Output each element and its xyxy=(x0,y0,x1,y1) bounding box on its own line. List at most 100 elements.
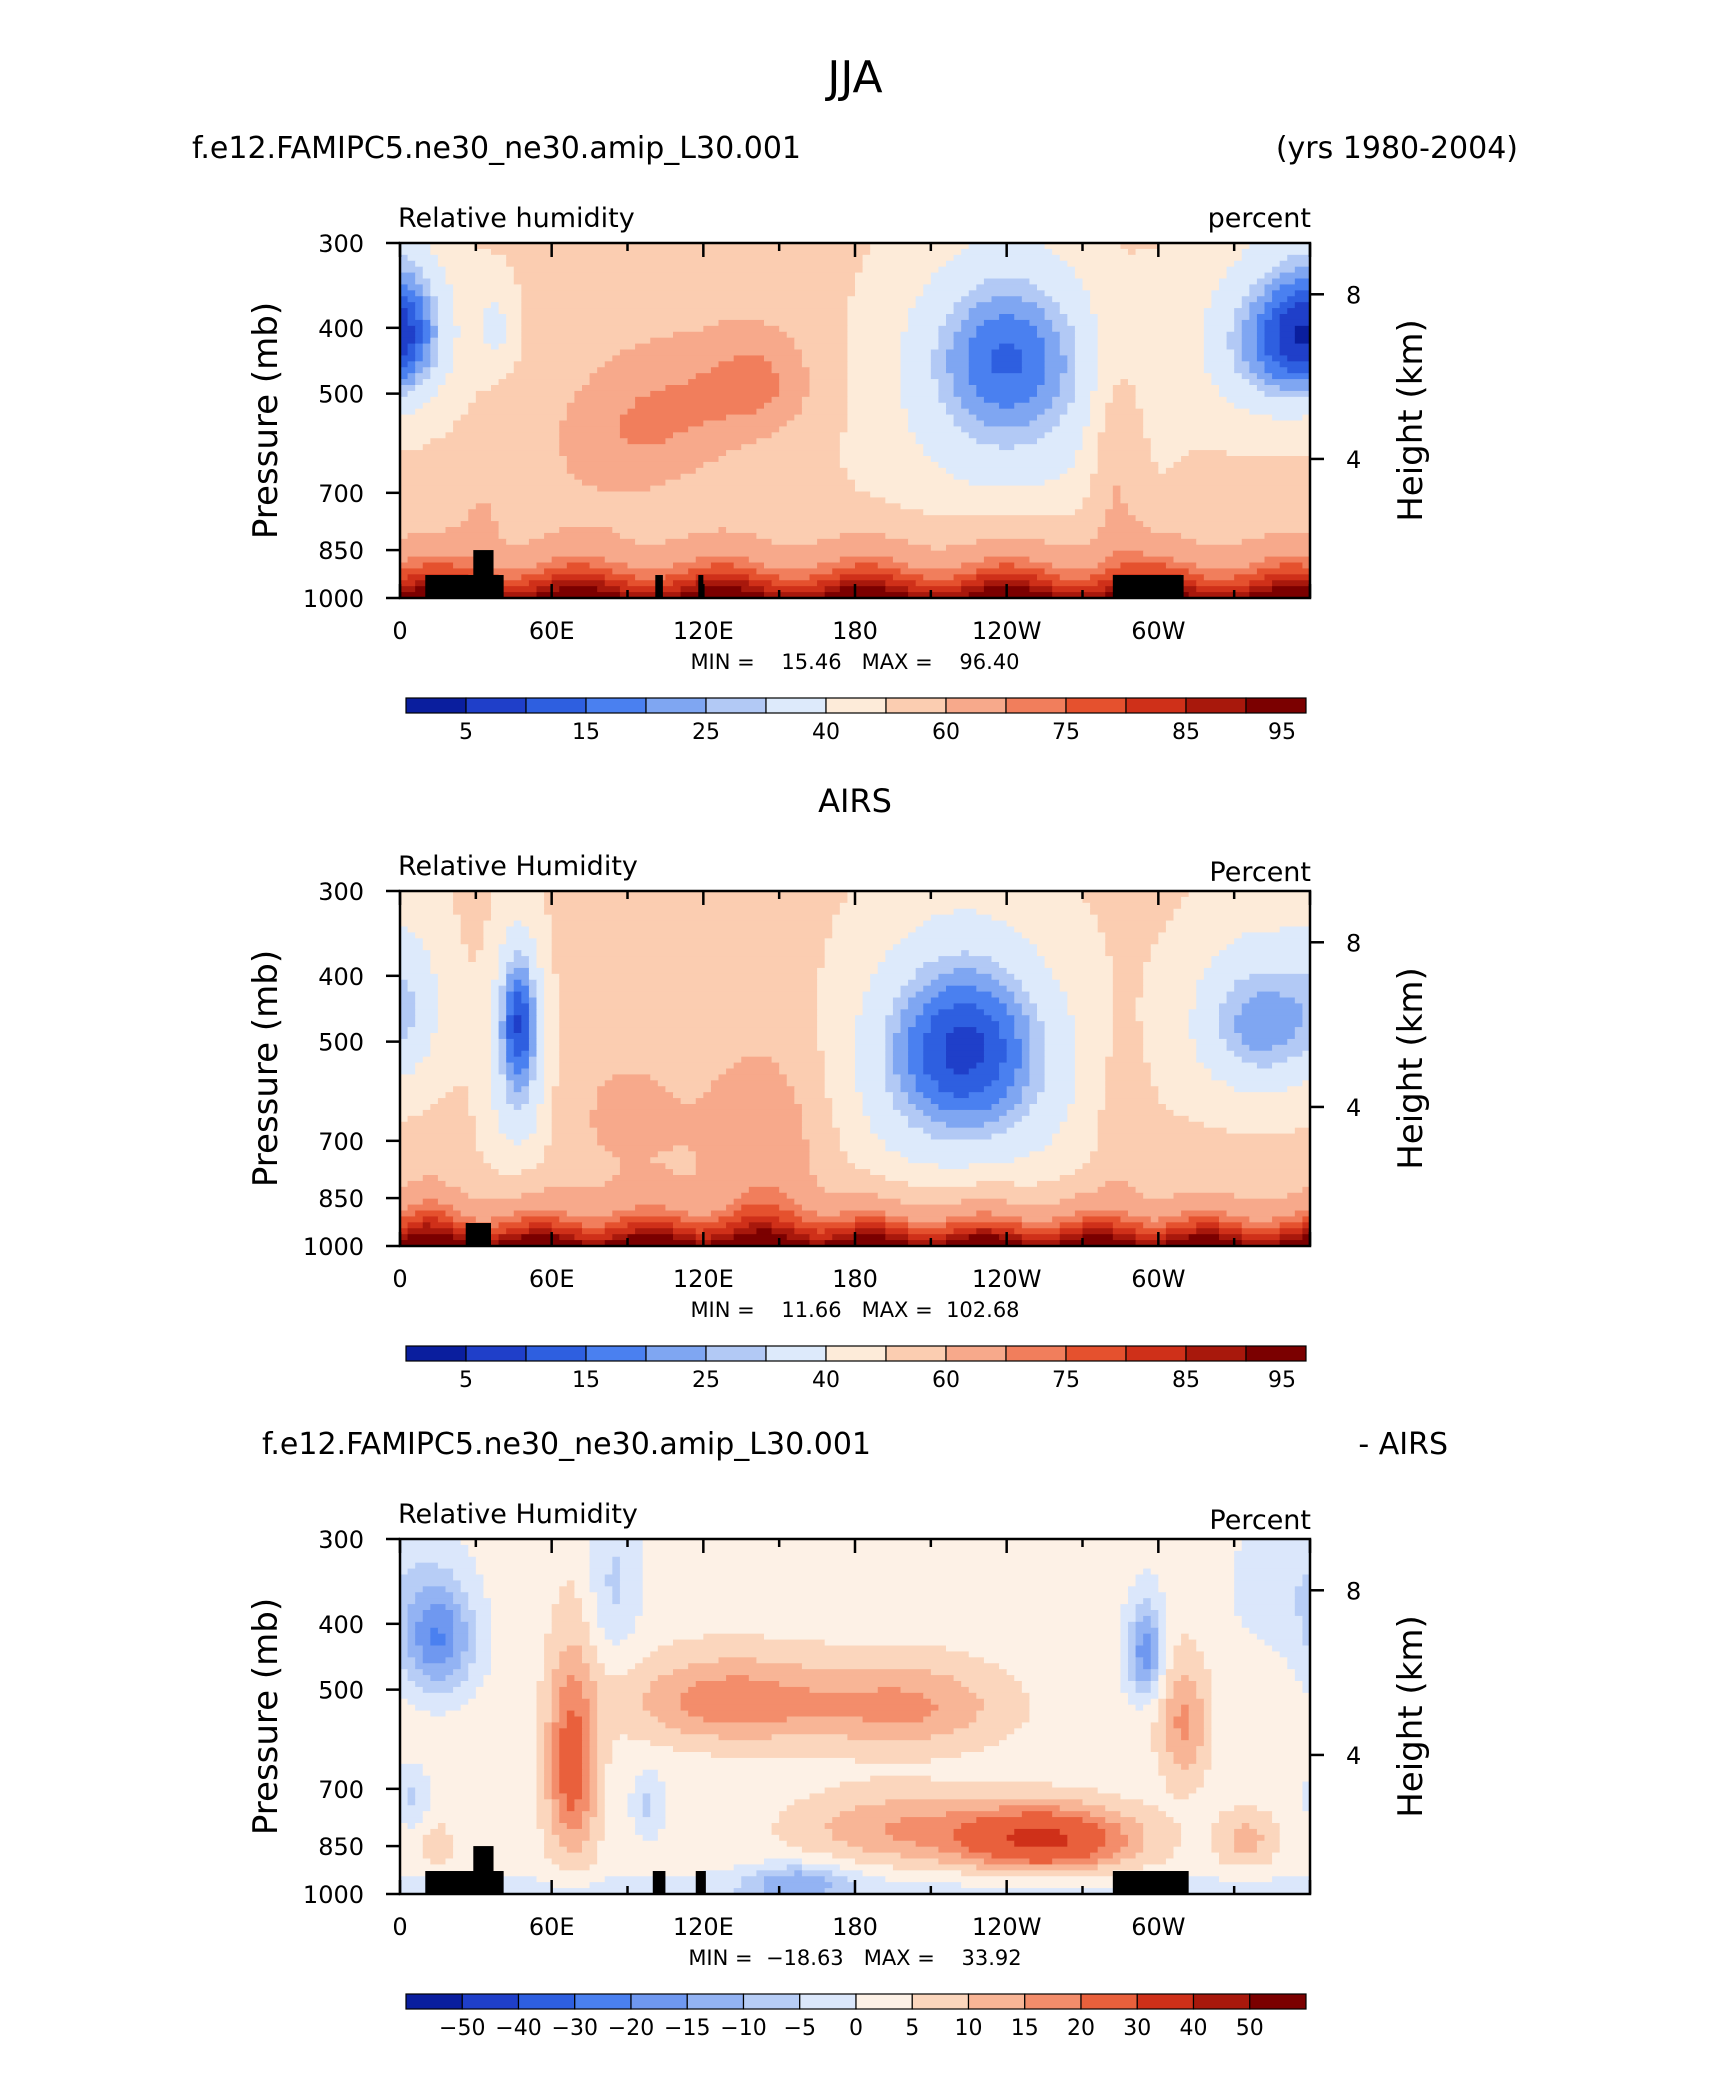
contour-cell xyxy=(1264,390,1310,398)
contour-cell xyxy=(1256,331,1266,339)
contour-cell xyxy=(1128,1598,1144,1605)
contour-cell xyxy=(1052,973,1114,981)
contour-cell xyxy=(923,1062,947,1070)
contour-cell xyxy=(513,1003,530,1010)
contour-cell xyxy=(1143,1056,1197,1064)
contour-cell xyxy=(1256,325,1266,333)
contour-cell xyxy=(483,1681,538,1688)
contour-cell xyxy=(900,938,1031,945)
colorbar-swatch xyxy=(405,697,467,714)
contour-cell xyxy=(559,1657,583,1664)
contour-cell xyxy=(491,1074,507,1081)
contour-cell xyxy=(430,349,439,357)
contour-cell xyxy=(491,1086,507,1093)
contour-cell xyxy=(400,1556,477,1564)
contour-cell xyxy=(498,1050,507,1058)
contour-cell xyxy=(1165,1645,1175,1653)
contour-cell xyxy=(453,319,485,327)
contour-cell xyxy=(513,1139,522,1147)
contour-cell xyxy=(908,314,947,321)
contour-cell xyxy=(574,1805,591,1812)
contour-cell xyxy=(1074,1074,1106,1081)
contour-cell xyxy=(475,1139,515,1147)
contour-cell xyxy=(718,319,765,327)
contour-cell xyxy=(559,1062,735,1070)
contour-cell xyxy=(1029,1044,1046,1052)
contour-cell xyxy=(1158,1627,1167,1635)
contour-cell xyxy=(1294,1210,1310,1218)
contour-cell xyxy=(976,385,1038,392)
contour-cell xyxy=(468,1550,591,1558)
contour-cell xyxy=(619,1574,644,1582)
contour-cell xyxy=(999,962,1046,969)
contour-cell xyxy=(908,1092,924,1099)
contour-cell xyxy=(559,1864,591,1871)
contour-cell xyxy=(627,1222,674,1229)
contour-cell xyxy=(468,1621,477,1629)
contour-cell xyxy=(923,1692,977,1700)
contour-cell xyxy=(400,1828,431,1836)
contour-cell xyxy=(908,979,932,987)
contour-cell xyxy=(400,266,424,274)
contour-cell xyxy=(506,331,522,339)
contour-cell xyxy=(597,1104,803,1111)
contour-cell xyxy=(801,1204,1310,1212)
contour-cell xyxy=(437,1627,454,1635)
contour-cell xyxy=(1143,1038,1197,1046)
contour-cell xyxy=(1173,1645,1197,1653)
contour-cell xyxy=(983,396,1031,404)
contour-cell xyxy=(673,1746,985,1753)
contour-cell xyxy=(1128,509,1310,516)
contour-cell xyxy=(900,1086,917,1093)
contour-cell xyxy=(1158,467,1167,475)
contour-cell xyxy=(1272,1645,1310,1653)
x-tick-label: 120E xyxy=(673,1913,734,1941)
contour-cell xyxy=(1203,1704,1213,1712)
contour-cell xyxy=(1120,1663,1129,1670)
contour-cell xyxy=(1203,1722,1213,1729)
contour-cell xyxy=(1272,373,1310,380)
contour-cell xyxy=(741,1192,788,1200)
contour-cell xyxy=(1052,325,1076,333)
contour-cell xyxy=(1203,361,1235,368)
contour-cell xyxy=(407,343,416,351)
contour-cell xyxy=(1037,1009,1068,1016)
contour-cell xyxy=(862,1003,894,1010)
contour-cell xyxy=(1196,1044,1228,1052)
contour-cell xyxy=(892,1033,909,1040)
contour-cell xyxy=(400,556,409,564)
colorbar-swatch xyxy=(517,1993,576,2010)
contour-cell xyxy=(1074,379,1099,386)
contour-cell xyxy=(437,361,454,368)
contour-cell xyxy=(1173,914,1310,922)
contour-cell xyxy=(1302,1627,1310,1635)
contour-cell xyxy=(650,390,780,398)
contour-cell xyxy=(506,991,515,999)
contour-cell xyxy=(847,896,1084,904)
contour-cell xyxy=(635,538,667,546)
contour-cell xyxy=(400,1228,409,1235)
contour-cell xyxy=(559,1704,591,1712)
contour-cell xyxy=(642,1610,1122,1617)
contour-cell xyxy=(1203,1769,1310,1777)
contour-cell xyxy=(521,1139,553,1147)
contour-cell xyxy=(900,1021,917,1028)
contour-cell xyxy=(1037,325,1053,333)
contour-cell xyxy=(582,1598,598,1605)
contour-cell xyxy=(437,302,454,309)
contour-cell xyxy=(582,1615,598,1623)
contour-cell xyxy=(536,1121,553,1129)
contour-cell xyxy=(1097,325,1205,333)
contour-cell xyxy=(536,991,545,999)
contour-cell xyxy=(1097,926,1167,934)
contour-cell xyxy=(710,367,773,374)
contour-cell xyxy=(1256,343,1266,351)
colorbar-swatch xyxy=(1192,1993,1251,2010)
contour-cell xyxy=(589,1823,606,1830)
contour-cell xyxy=(521,1086,530,1093)
contour-cell xyxy=(1158,1092,1310,1099)
contour-cell xyxy=(1097,331,1205,339)
colorbar-swatch xyxy=(461,1993,520,2010)
contour-cell xyxy=(847,390,902,398)
contour-cell xyxy=(938,1704,985,1712)
